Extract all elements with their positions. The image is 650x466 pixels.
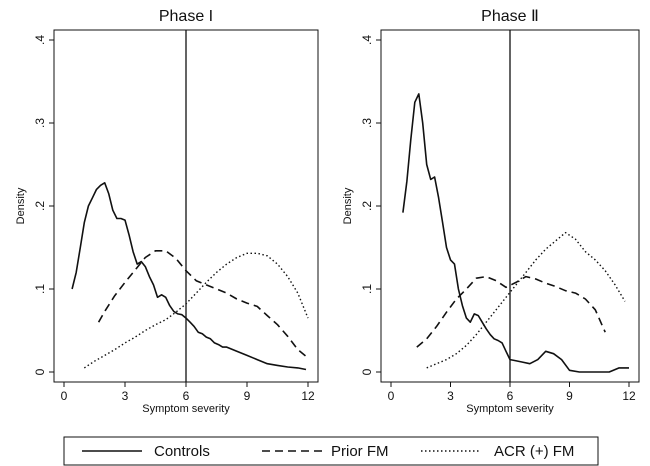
series-line-acr-fm bbox=[426, 231, 626, 369]
legend: Controls Prior FM ACR (+) FM bbox=[63, 436, 599, 466]
phase-1-panel: Phase I 0 .1 .2 .3 .4 Density 0 3 6 9 12 Symptom sev… bbox=[15, 8, 319, 415]
x-tick-label: 0 bbox=[61, 389, 68, 403]
phase-2-panel: Phase Ⅱ 0 .1 .2 .3 .4 Density 0 3 6 9 12 Symptom sev… bbox=[342, 8, 640, 415]
y-tick-label: .1 bbox=[33, 284, 47, 294]
legend-label: ACR (+) FM bbox=[494, 443, 574, 460]
x-tick-label: 3 bbox=[447, 389, 454, 403]
y-tick-label: .4 bbox=[33, 35, 47, 45]
x-tick-label: 0 bbox=[388, 389, 395, 403]
y-axis-title: Density bbox=[15, 187, 27, 224]
x-tick-label: 6 bbox=[507, 389, 514, 403]
x-tick-label: 3 bbox=[122, 389, 129, 403]
x-tick-label: 6 bbox=[183, 389, 190, 403]
x-axis-title: Symptom severity bbox=[142, 403, 230, 415]
legend-label: Controls bbox=[154, 443, 210, 460]
y-tick-label: .1 bbox=[360, 284, 374, 294]
y-tick-label: 0 bbox=[33, 368, 47, 375]
series-line-acr-fm bbox=[83, 252, 309, 369]
series-line-prior-fm bbox=[97, 250, 309, 359]
panel-title: Phase Ⅱ bbox=[481, 8, 539, 25]
x-tick-label: 9 bbox=[566, 389, 573, 403]
panel-title: Phase I bbox=[159, 8, 213, 25]
x-tick-label: 12 bbox=[622, 389, 636, 403]
x-tick-label: 12 bbox=[301, 389, 315, 403]
y-axis-title: Density bbox=[342, 187, 354, 224]
legend-box bbox=[63, 436, 599, 466]
y-tick-label: 0 bbox=[360, 368, 374, 375]
y-tick-label: .2 bbox=[33, 201, 47, 211]
y-tick-label: .2 bbox=[360, 201, 374, 211]
y-tick-label: .3 bbox=[33, 118, 47, 128]
series-line-controls bbox=[71, 182, 307, 371]
legend-label: Prior FM bbox=[331, 443, 389, 460]
y-tick-label: .4 bbox=[360, 35, 374, 45]
y-tick-label: .3 bbox=[360, 118, 374, 128]
series-line-controls bbox=[402, 93, 629, 373]
x-axis-title: Symptom severity bbox=[466, 403, 554, 415]
series-line-prior-fm bbox=[416, 275, 606, 348]
x-tick-label: 9 bbox=[244, 389, 251, 403]
